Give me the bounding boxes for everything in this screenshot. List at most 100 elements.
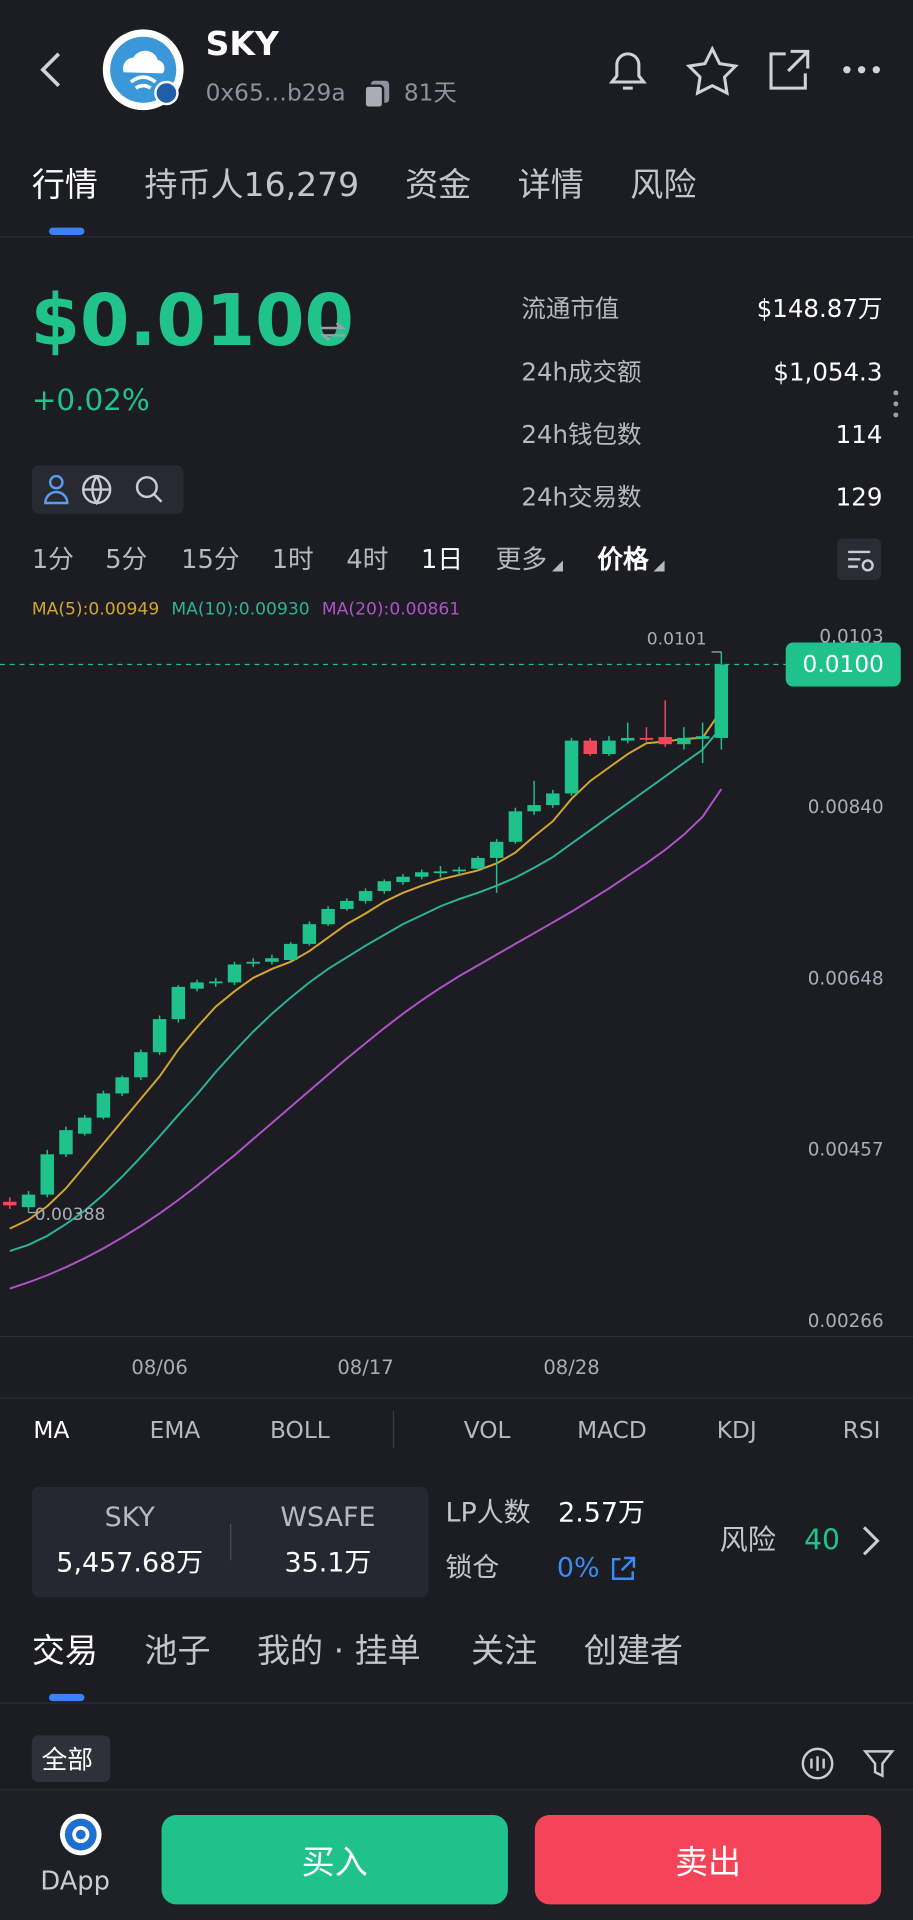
legend-entry: MA(10):0.00930 — [171, 599, 310, 620]
web-icon[interactable] — [81, 474, 112, 506]
filter-chip[interactable] — [31, 1735, 111, 1782]
filter-label[interactable]: 全部 — [41, 1745, 94, 1775]
trade-tab[interactable]: 池子 — [144, 1632, 211, 1670]
indicator-tab[interactable]: EMA — [149, 1416, 201, 1444]
stat-label: 24h钱包数 — [521, 419, 642, 450]
indicator-tab[interactable]: MA — [33, 1416, 70, 1444]
risk-label[interactable]: 风险 — [719, 1524, 776, 1557]
indicator-tab[interactable]: RSI — [842, 1416, 881, 1444]
candle-body — [190, 982, 204, 989]
trade-tab[interactable]: 创建者 — [583, 1632, 683, 1670]
candle-body — [134, 1052, 148, 1078]
candle-body — [21, 1194, 36, 1208]
timeframe[interactable]: 1分 — [31, 544, 74, 574]
candle-body — [358, 891, 373, 901]
dapp-label[interactable]: DApp — [40, 1866, 110, 1896]
tab[interactable]: 持币人16,279 — [144, 165, 360, 204]
indicator-tab[interactable]: BOLL — [269, 1416, 330, 1444]
social-links — [31, 465, 184, 515]
divider — [0, 1397, 913, 1399]
dapp-icon[interactable] — [59, 1813, 103, 1857]
timeframe[interactable]: 1日 — [421, 544, 464, 574]
tab[interactable]: 资金 — [405, 165, 472, 204]
filter-icon[interactable] — [862, 1750, 895, 1778]
indicator-tab[interactable]: VOL — [463, 1416, 511, 1444]
ma-line — [9, 726, 723, 1252]
y-tick-label: 0.00266 — [808, 1311, 884, 1332]
candle-body — [546, 793, 560, 806]
candle-body — [40, 1154, 54, 1195]
timeframe[interactable]: 5分 — [105, 544, 148, 574]
candle-body — [658, 737, 672, 745]
timeframe[interactable]: 价格 — [597, 544, 649, 574]
chart-settings[interactable] — [837, 538, 882, 581]
candle-body — [321, 908, 335, 925]
search-icon[interactable] — [135, 476, 163, 503]
bell-icon[interactable] — [608, 52, 647, 90]
candle-body — [415, 872, 429, 877]
y-tick-label: 0.0103 — [819, 627, 883, 648]
candle-body — [152, 1019, 167, 1053]
candle-body — [602, 740, 616, 755]
indicator-tab[interactable]: KDJ — [716, 1416, 757, 1444]
chevron[interactable] — [859, 1524, 883, 1558]
y-tick-label: 0.00840 — [808, 797, 884, 818]
trade-tab[interactable]: 关注 — [471, 1632, 538, 1670]
holder-icon[interactable] — [44, 474, 69, 505]
candle-body — [620, 737, 635, 741]
token-address: 0x65…b29a — [205, 79, 346, 107]
list-tools — [801, 1747, 895, 1780]
timeframe[interactable]: 更多 — [495, 544, 548, 574]
candle-body — [265, 958, 279, 962]
legend-entry: MA(5):0.00949 — [31, 599, 160, 620]
copy-icon[interactable] — [362, 78, 394, 110]
price-chart: 0.0103 0.00840 0.00648 0.00457 0.00266 08/06 0… — [0, 627, 913, 1379]
risk-value[interactable]: 40 — [804, 1524, 840, 1557]
share-icon[interactable] — [769, 49, 810, 90]
tab[interactable]: 行情 — [31, 165, 98, 204]
candle-body — [564, 740, 579, 794]
tab[interactable]: 风险 — [630, 165, 697, 204]
y-tick-label: 0.00457 — [808, 1140, 884, 1161]
external-link-icon[interactable] — [608, 1554, 637, 1583]
dropdown-caret — [653, 560, 665, 572]
candle-body — [171, 986, 186, 1020]
sell-button[interactable]: 卖出 — [534, 1814, 882, 1905]
candle-body — [695, 736, 710, 739]
trade-tab[interactable]: 交易 — [31, 1632, 98, 1670]
trade-tab[interactable]: 我的 · 挂单 — [257, 1632, 421, 1670]
x-tick-label: 08/06 — [131, 1356, 187, 1379]
more-icon[interactable] — [843, 66, 880, 74]
stat-value: $1,054.3 — [773, 357, 883, 387]
candle-body — [340, 900, 354, 909]
timeframe[interactable]: 1时 — [271, 544, 314, 574]
buy-button[interactable]: 买入 — [161, 1814, 508, 1905]
back-button[interactable] — [34, 49, 71, 91]
ma-line — [9, 709, 723, 1230]
price-change: +0.02% — [31, 383, 150, 418]
candle-body — [227, 964, 242, 983]
candle-body — [59, 1130, 73, 1155]
more-dots[interactable] — [891, 389, 901, 418]
tab[interactable]: 详情 — [517, 165, 584, 204]
swap-icon[interactable] — [318, 321, 347, 343]
refresh-icon[interactable] — [801, 1747, 834, 1780]
candle-body — [77, 1117, 92, 1134]
last-price-tag — [785, 642, 901, 687]
candle-body — [377, 881, 392, 892]
low-label: 0.00388 — [35, 1205, 106, 1225]
candle-body — [639, 737, 654, 740]
candle-body — [508, 811, 523, 842]
indicator-tab[interactable]: MACD — [577, 1416, 647, 1444]
timeframe[interactable]: 15分 — [181, 544, 240, 574]
stat-label: 24h成交额 — [521, 357, 642, 387]
candle-body — [3, 1201, 17, 1206]
divider — [0, 236, 913, 238]
timeframe[interactable]: 4时 — [346, 544, 389, 574]
candle-body — [283, 943, 298, 960]
candle-body — [489, 841, 504, 858]
star-icon[interactable] — [685, 45, 739, 96]
x-tick-label: 08/28 — [543, 1356, 599, 1379]
lock-value[interactable]: 0% — [556, 1553, 600, 1584]
